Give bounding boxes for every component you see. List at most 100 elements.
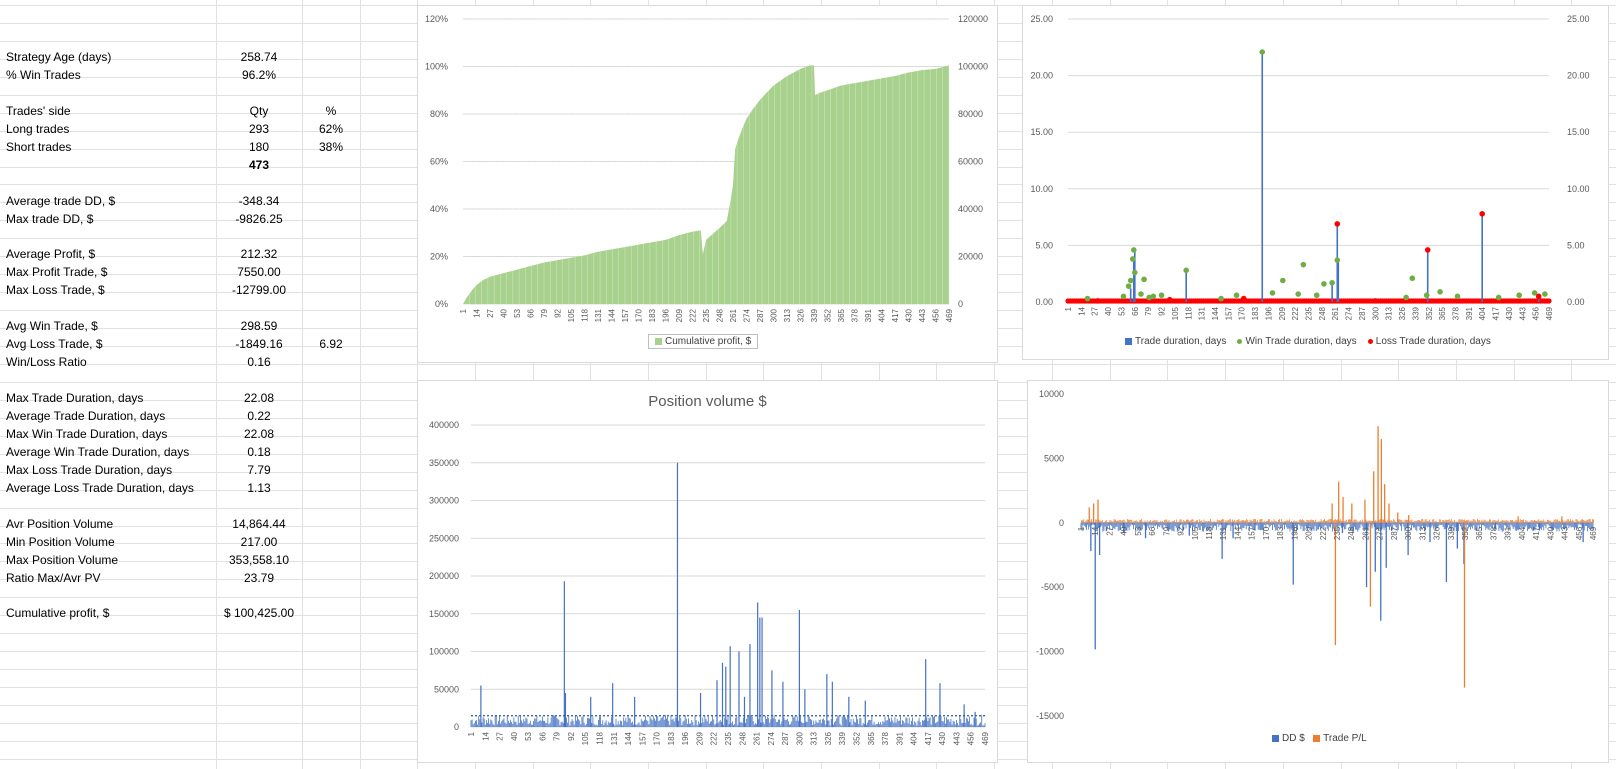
win-duration-point — [1125, 283, 1132, 289]
stat-value: 14,864.44 — [232, 516, 286, 531]
legend-swatch-orange-pl — [1313, 734, 1321, 742]
x-tick-label: 183 — [1276, 526, 1285, 540]
y-tick-label: 25.00 — [1030, 14, 1053, 24]
x-tick-label: 40 — [500, 308, 509, 317]
x-tick-label: 339 — [838, 731, 847, 745]
x-tick-label: 300 — [795, 731, 804, 745]
x-tick-label: 339 — [1447, 526, 1456, 540]
x-tick-label: 183 — [1251, 306, 1260, 320]
x-tick-label: 105 — [567, 308, 576, 322]
x-tick-label: 365 — [1438, 306, 1447, 320]
y-tick-label: 80% — [430, 109, 448, 119]
stat-value: 23.79 — [243, 570, 275, 585]
y-tick-label: 10000 — [1039, 389, 1064, 399]
stat-percent: 6.92 — [319, 337, 343, 352]
y-tick-label: 350000 — [429, 458, 459, 468]
x-tick-label: 300 — [770, 308, 779, 322]
loss-duration-point — [1166, 296, 1173, 303]
x-tick-label: 53 — [513, 308, 522, 317]
x-tick-label: 430 — [1546, 526, 1555, 540]
stat-label: Win/Loss Ratio — [6, 355, 87, 370]
y-tick-label: 300000 — [429, 496, 459, 506]
x-tick-label: 456 — [967, 731, 976, 745]
dd-pl-chart[interactable]: -15000 -10000 -5000 0 5000 10000 1 14 27 40 53 66 79… — [1027, 380, 1609, 763]
stat-value: 293 — [248, 121, 270, 136]
stat-label: Long trades — [6, 121, 70, 136]
cumulative-profit-chart[interactable]: 0% 20% 40% 60% 80% 100% 120% 0 20000 40000 60000 80… — [417, 5, 998, 363]
x-tick-label: 131 — [1219, 526, 1228, 540]
stat-label: Min Position Volume — [6, 534, 115, 549]
y-tick-label: 0% — [435, 299, 448, 309]
x-tick-label: 391 — [1504, 526, 1513, 540]
x-tick-label: 365 — [867, 731, 876, 745]
stat-value: 212.32 — [240, 247, 278, 262]
y-tick-label: 5000 — [1044, 453, 1064, 463]
x-tick-label: 352 — [824, 308, 833, 322]
x-tick-label: 105 — [1171, 306, 1180, 320]
stat-label: Ratio Max/Avr PV — [6, 570, 101, 585]
x-tick-label: 313 — [810, 731, 819, 745]
x-tick-label: 391 — [895, 731, 904, 745]
x-tick-label: 79 — [540, 308, 549, 317]
x-tick-label: 456 — [1532, 306, 1541, 320]
y-tick-label: 40% — [430, 204, 448, 214]
stat-label: Average Trade Duration, days — [6, 408, 166, 423]
position-volume-chart[interactable]: Position volume $ 0 50000 100000 150000 2000… — [417, 380, 998, 763]
win-duration-point — [1150, 293, 1157, 300]
stat-value: 7.79 — [247, 462, 271, 477]
x-tick-label: 339 — [1411, 306, 1420, 320]
x-tick-label: 144 — [1211, 306, 1220, 320]
stat-label: Max Win Trade Duration, days — [6, 426, 168, 441]
y-tick-label: 5.00 — [1035, 240, 1053, 250]
stat-value: 353,558.10 — [228, 552, 290, 567]
x-tick-label: 105 — [1191, 526, 1200, 540]
stat-value: 7550.00 — [237, 265, 281, 280]
x-tick-label: 170 — [1238, 306, 1247, 320]
y2-tick-label: 120000 — [958, 14, 988, 24]
x-tick-label: 118 — [1184, 306, 1193, 319]
legend-dot-green — [1237, 338, 1243, 344]
legend-label-trade-duration: Trade duration, days — [1135, 336, 1227, 347]
loss-duration-point — [1334, 221, 1341, 227]
y-tick-label: 20.00 — [1030, 71, 1053, 81]
y2-tick-label: 0 — [958, 299, 963, 309]
stat-value: 180 — [248, 139, 270, 154]
x-tick-label: 131 — [594, 308, 603, 322]
x-tick-label: 469 — [1545, 306, 1554, 320]
win-duration-point — [1437, 289, 1443, 295]
x-tick-label: 417 — [891, 308, 900, 322]
stat-value: 217.00 — [240, 534, 278, 549]
stat-label: Average Profit, $ — [6, 247, 96, 262]
legend-swatch-blue — [1125, 337, 1132, 345]
loss-duration-point — [1424, 247, 1431, 253]
win-duration-point — [1516, 292, 1522, 299]
x-tick-label: 183 — [667, 731, 676, 745]
x-tick-label: 417 — [1532, 526, 1541, 540]
x-tick-label: 53 — [1134, 526, 1143, 535]
x-tick-label: 14 — [473, 308, 482, 317]
legend-label-win-duration: Win Trade duration, days — [1245, 336, 1357, 347]
x-tick-label: 157 — [1248, 526, 1257, 540]
win-duration-point — [1127, 277, 1134, 284]
y-tick-label: 200000 — [429, 571, 459, 581]
stat-label: Average trade DD, $ — [6, 193, 116, 208]
legend-label-loss-duration: Loss Trade duration, days — [1375, 336, 1491, 347]
x-tick-label: 196 — [662, 308, 671, 322]
win-duration-point — [1120, 293, 1127, 300]
x-tick-label: 404 — [1478, 306, 1487, 320]
loss-duration-point — [1240, 295, 1247, 302]
x-tick-label: 157 — [1224, 306, 1233, 320]
win-duration-point — [1084, 295, 1091, 302]
x-tick-label: 352 — [853, 731, 862, 745]
x-tick-label: 235 — [724, 731, 733, 745]
win-duration-point — [1280, 277, 1286, 284]
y-tick-label: 100000 — [429, 647, 459, 657]
x-tick-label: 222 — [710, 731, 719, 745]
x-tick-label: 222 — [1291, 306, 1300, 320]
y-tick-label: 10.00 — [1030, 184, 1053, 194]
stat-label: Avr Position Volume — [6, 516, 114, 531]
loss-duration-point — [1479, 211, 1485, 217]
x-tick-label: 1 — [467, 731, 476, 736]
trade-duration-chart[interactable]: 0.00 5.00 10.00 15.00 20.00 25.00 0.00 5.00 10.0… — [1022, 5, 1609, 360]
x-tick-label: 79 — [1144, 306, 1153, 315]
